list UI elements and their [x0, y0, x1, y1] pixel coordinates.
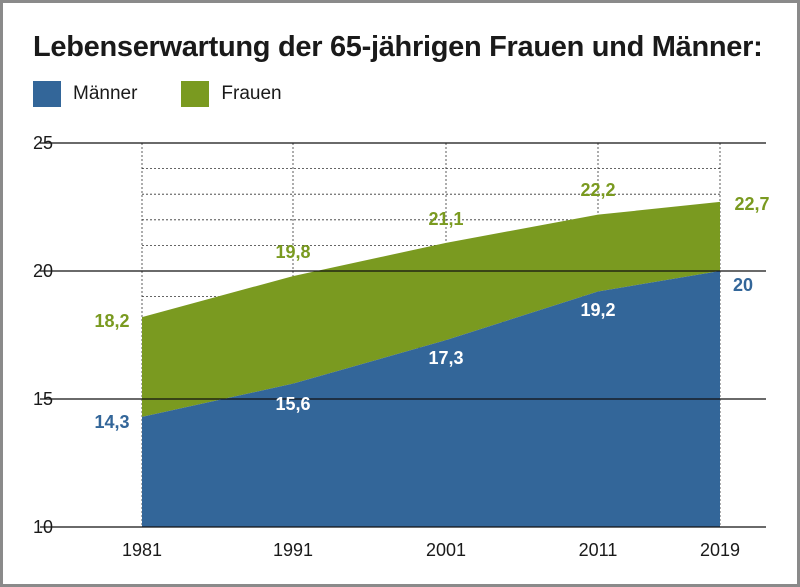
legend-item-frauen: Frauen [181, 81, 282, 107]
x-tick-label: 1981 [122, 540, 162, 560]
frauen-data-label: 21,1 [428, 209, 463, 229]
legend-item-maenner: Männer [33, 81, 137, 107]
x-tick-label: 2019 [700, 540, 740, 560]
y-tick-label: 10 [33, 517, 53, 537]
x-tick-label: 1991 [273, 540, 313, 560]
legend-label-frauen: Frauen [221, 83, 282, 104]
x-tick-label: 2011 [579, 540, 618, 560]
y-tick-label: 25 [33, 133, 53, 153]
frauen-data-label: 22,7 [734, 194, 769, 214]
legend-swatch-maenner [33, 81, 61, 107]
y-tick-label: 20 [33, 261, 53, 281]
maenner-data-label: 17,3 [428, 348, 463, 368]
chart-title: Lebenserwartung der 65-jährigen Frauen u… [33, 31, 763, 63]
frauen-data-label: 22,2 [580, 180, 615, 200]
frauen-area [142, 201, 720, 417]
legend-swatch-frauen [181, 81, 210, 107]
frauen-data-label: 18,2 [94, 311, 129, 331]
maenner-data-label: 14,3 [94, 412, 129, 432]
y-tick-label: 15 [33, 389, 53, 409]
x-tick-label: 2001 [426, 540, 466, 560]
maenner-data-label: 20 [733, 275, 753, 295]
maenner-data-label: 19,2 [580, 300, 615, 320]
maenner-data-label: 15,6 [275, 394, 310, 414]
frauen-data-label: 19,8 [275, 242, 310, 262]
legend-label-maenner: Männer [73, 83, 138, 104]
chart-legend: Männer Frauen [33, 81, 326, 107]
